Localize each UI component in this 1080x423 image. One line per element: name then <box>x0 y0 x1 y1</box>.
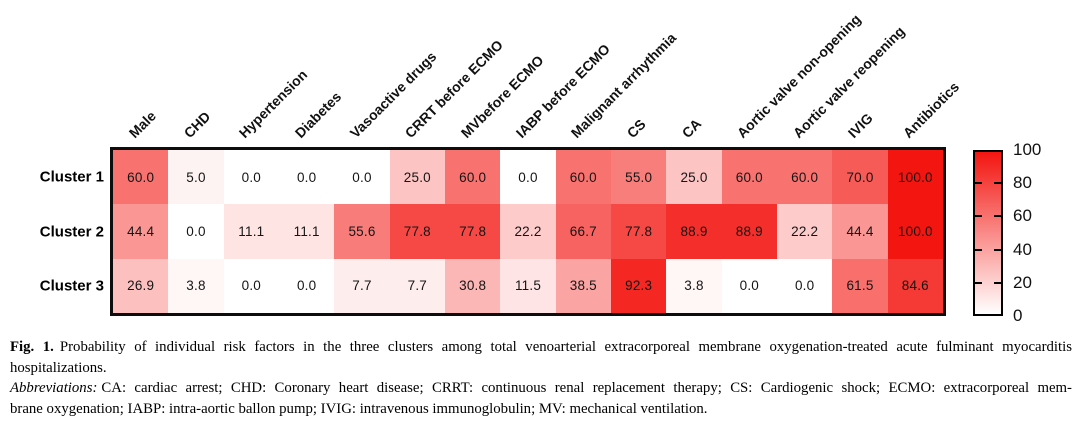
colorbar-tick-mark <box>994 215 1001 218</box>
heatmap-cell: 0.0 <box>168 204 224 259</box>
heatmap-cell: 92.3 <box>610 258 667 313</box>
heatmap-cell: 60.0 <box>444 150 501 205</box>
colorbar-tick-mark <box>975 248 982 251</box>
row-label: Cluster 1 <box>39 168 104 186</box>
heatmap-cell: 77.8 <box>389 204 445 259</box>
heatmap-cell: 5.0 <box>168 150 224 205</box>
heatmap-cell: 3.8 <box>168 258 224 313</box>
colorbar-tick-mark <box>994 182 1001 185</box>
caption-line-4: brane oxygenation; IABP: intra-aortic ba… <box>10 400 708 417</box>
colorbar-tick-mark <box>975 182 982 185</box>
column-header-label: Malignant arrhythmia <box>568 29 680 141</box>
heatmap-cell: 100.0 <box>887 204 943 259</box>
column-header-label: CHD <box>180 108 214 141</box>
colorbar-tick-label: 20 <box>1013 272 1032 292</box>
heatmap-cell: 60.0 <box>113 150 169 205</box>
heatmap-cell: 60.0 <box>721 150 777 205</box>
caption-text-1: Probability of individual risk factors i… <box>59 339 1073 355</box>
heatmap-cell: 38.5 <box>555 258 611 313</box>
heatmap-cell: 60.0 <box>776 150 833 205</box>
caption-line-1: Fig. 1. Probability of individual risk fa… <box>10 337 1072 358</box>
heatmap-cell: 11.5 <box>500 258 556 313</box>
heatmap-cell: 30.8 <box>444 258 501 313</box>
colorbar-tick-label: 0 <box>1013 306 1023 325</box>
row-label: Cluster 2 <box>39 223 104 240</box>
heatmap-cell: 60.0 <box>555 150 611 205</box>
heatmap-cell: 77.8 <box>444 204 501 259</box>
heatmap-cell: 3.8 <box>666 258 722 313</box>
heatmap-cell: 0.0 <box>776 258 833 313</box>
abbreviations-label: Abbreviations: <box>10 380 98 397</box>
column-header-label: CA <box>678 115 705 141</box>
column-header-label: IABP before ECMO <box>512 40 613 141</box>
heatmap-cell: 0.0 <box>223 150 279 205</box>
heatmap-cell: 88.9 <box>721 204 777 259</box>
colorbar-tick-label: 60 <box>1013 206 1032 226</box>
heatmap-cell: 70.0 <box>832 150 888 205</box>
colorbar-tick-mark <box>994 281 1001 284</box>
heatmap-cell: 7.7 <box>334 258 390 313</box>
heatmap-cell: 25.0 <box>389 150 445 205</box>
heatmap-cell: 61.5 <box>832 258 888 313</box>
caption-line-2: hospitalizations. <box>10 359 107 376</box>
heatmap-cell: 22.2 <box>776 204 833 259</box>
heatmap-cell: 88.9 <box>666 204 722 259</box>
colorbar-tick-label: 80 <box>1013 173 1032 193</box>
colorbar-tick-mark <box>975 215 982 218</box>
heatmap-cell: 100.0 <box>887 150 943 205</box>
caption-line-3: Abbreviations: CA: cardiac arrest; CHD: C… <box>10 378 1072 399</box>
heatmap-cell: 0.0 <box>278 150 335 205</box>
column-header-label: CS <box>623 115 649 141</box>
colorbar-tick-label: 40 <box>1013 239 1032 259</box>
heatmap-cell: 77.8 <box>610 204 667 259</box>
heatmap-cell: 66.7 <box>555 204 611 259</box>
heatmap-cell: 25.0 <box>666 150 722 205</box>
heatmap-cell: 11.1 <box>223 204 279 259</box>
figure-label: Fig. 1. <box>10 339 54 355</box>
heatmap-cell: 11.1 <box>278 204 335 259</box>
caption-text-3: CA: cardiac arrest; CHD: Coronary heart … <box>101 380 1072 397</box>
colorbar-tick-mark <box>975 281 982 284</box>
heatmap-cell: 44.4 <box>113 204 169 259</box>
column-header-label: CRRT before ECMO <box>402 36 507 141</box>
heatmap-cell: 55.6 <box>334 204 390 259</box>
heatmap-cell: 0.0 <box>278 258 335 313</box>
colorbar-tick-mark <box>994 248 1001 251</box>
column-header-label: Male <box>125 107 159 141</box>
column-header-label: IVIG <box>844 109 876 141</box>
heatmap-cell: 7.7 <box>389 258 445 313</box>
colorbar-tick-label: 100 <box>1013 140 1042 159</box>
column-header-label: Diabetes <box>291 88 344 141</box>
heatmap-cell: 0.0 <box>223 258 279 313</box>
heatmap-cell: 55.0 <box>610 150 667 205</box>
column-header-label: Aortic valve reopening <box>789 22 908 141</box>
heatmap-grid: 60.0 5.0 0.0 0.0 0.0 25.0 60.0 0.0 60.0 55.0 25.0 6… <box>110 147 946 316</box>
heatmap-cell: 44.4 <box>832 204 888 259</box>
heatmap-cell: 0.0 <box>721 258 777 313</box>
heatmap-cell: 22.2 <box>500 204 556 259</box>
heatmap-cell: 84.6 <box>887 258 943 313</box>
heatmap-cell: 0.0 <box>334 150 390 205</box>
heatmap-cell: 26.9 <box>113 258 169 313</box>
row-label: Cluster 3 <box>39 277 104 295</box>
figure-caption: Fig. 1. Probability of individual risk fa… <box>10 337 1072 419</box>
column-header-label: Antibiotics <box>900 78 963 141</box>
heatmap-cell: 0.0 <box>500 150 556 205</box>
colorbar-gradient <box>973 150 1003 316</box>
